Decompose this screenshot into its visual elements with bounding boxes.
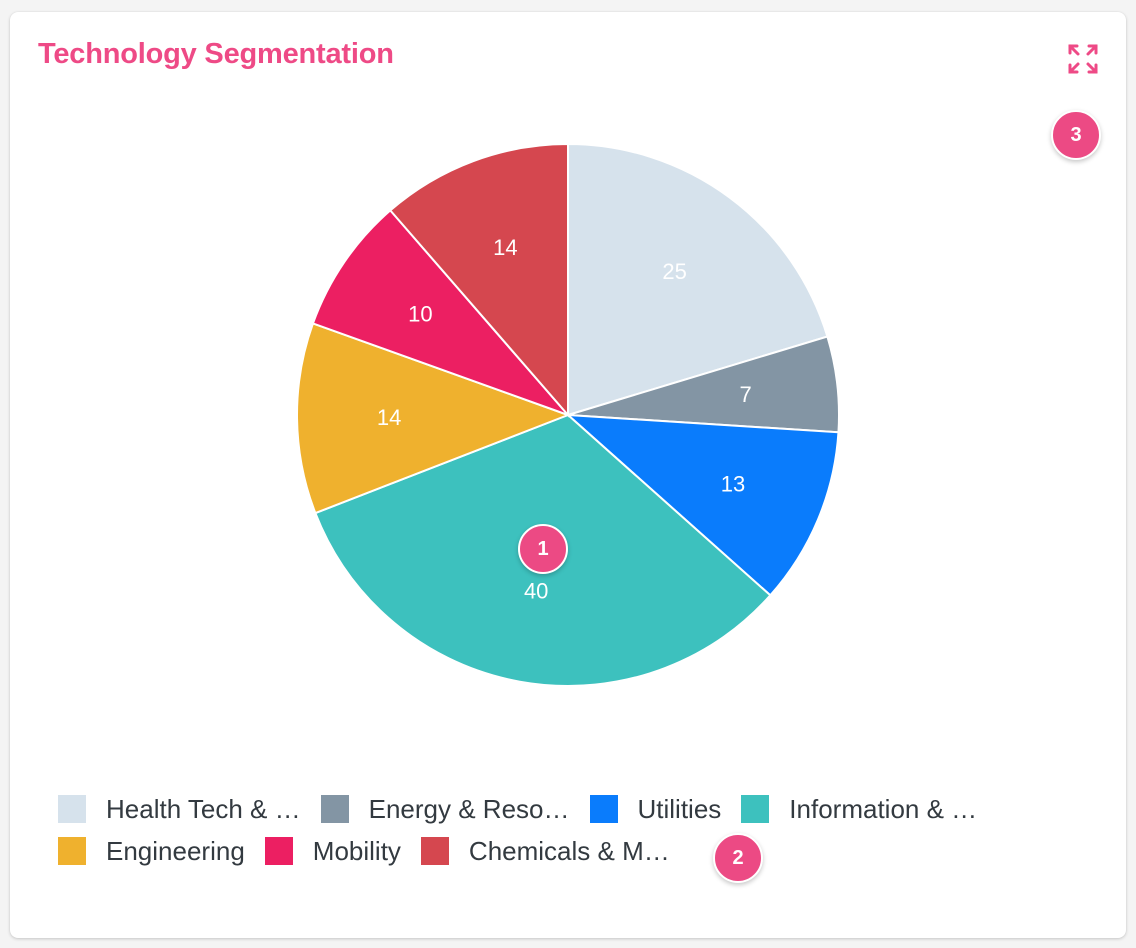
slice-value-label: 14 <box>493 235 517 260</box>
slice-value-label: 14 <box>377 405 401 430</box>
pie-slice-3[interactable] <box>565 413 840 597</box>
expand-button[interactable] <box>1066 42 1100 76</box>
slice-value-label: 10 <box>408 301 432 326</box>
slice-value-label: 13 <box>721 471 745 496</box>
legend-label: Utilities <box>637 793 722 824</box>
legend-row: Engineering Mobility Chemicals & M… <box>58 830 1078 872</box>
legend-label: Information & … <box>789 793 978 824</box>
slice-value-label: 40 <box>524 579 548 604</box>
pie-slice-6[interactable] <box>311 208 572 418</box>
annotation-marker-3: 3 <box>1051 110 1101 160</box>
legend-item[interactable]: Engineering <box>58 836 245 867</box>
pie-slice-5[interactable] <box>296 322 571 515</box>
legend-swatch <box>741 795 770 823</box>
legend-label: Health Tech & … <box>106 793 301 824</box>
expand-icon <box>1068 44 1098 74</box>
legend-label: Engineering <box>106 835 245 866</box>
legend-swatch <box>589 795 618 823</box>
legend-label: Energy & Reso… <box>368 793 570 824</box>
annotation-marker-1: 1 <box>518 524 568 574</box>
legend-item[interactable]: Mobility <box>264 835 401 867</box>
pie-slice-1[interactable] <box>567 142 829 417</box>
annotation-marker-2: 2 <box>713 833 763 883</box>
legend-swatch <box>58 837 86 865</box>
legend-item[interactable]: Energy & Reso… <box>320 793 570 825</box>
legend-swatch <box>264 837 293 865</box>
legend-item[interactable]: Information & … <box>741 794 977 825</box>
legend-label: Chemicals & M… <box>468 835 670 866</box>
card-title: Technology Segmentation <box>38 38 394 70</box>
pie-slice-7[interactable] <box>388 142 569 418</box>
legend-swatch <box>320 795 349 823</box>
slice-value-label: 7 <box>740 382 752 407</box>
legend-swatch <box>58 795 86 823</box>
legend-swatch <box>420 837 449 865</box>
legend-item[interactable]: Health Tech & … <box>58 794 301 825</box>
pie-chart: 25 7 13 40 14 10 14 <box>296 142 840 687</box>
legend-item[interactable]: Chemicals & M… <box>420 835 670 867</box>
legend-item[interactable]: Utilities <box>589 793 722 825</box>
legend-label: Mobility <box>312 835 401 866</box>
legend-row: Health Tech & … Energy & Reso… Utilities In… <box>58 788 1078 830</box>
slice-value-label: 25 <box>662 259 686 284</box>
chart-legend: Health Tech & … Energy & Reso… Utilities In… <box>58 788 1078 872</box>
